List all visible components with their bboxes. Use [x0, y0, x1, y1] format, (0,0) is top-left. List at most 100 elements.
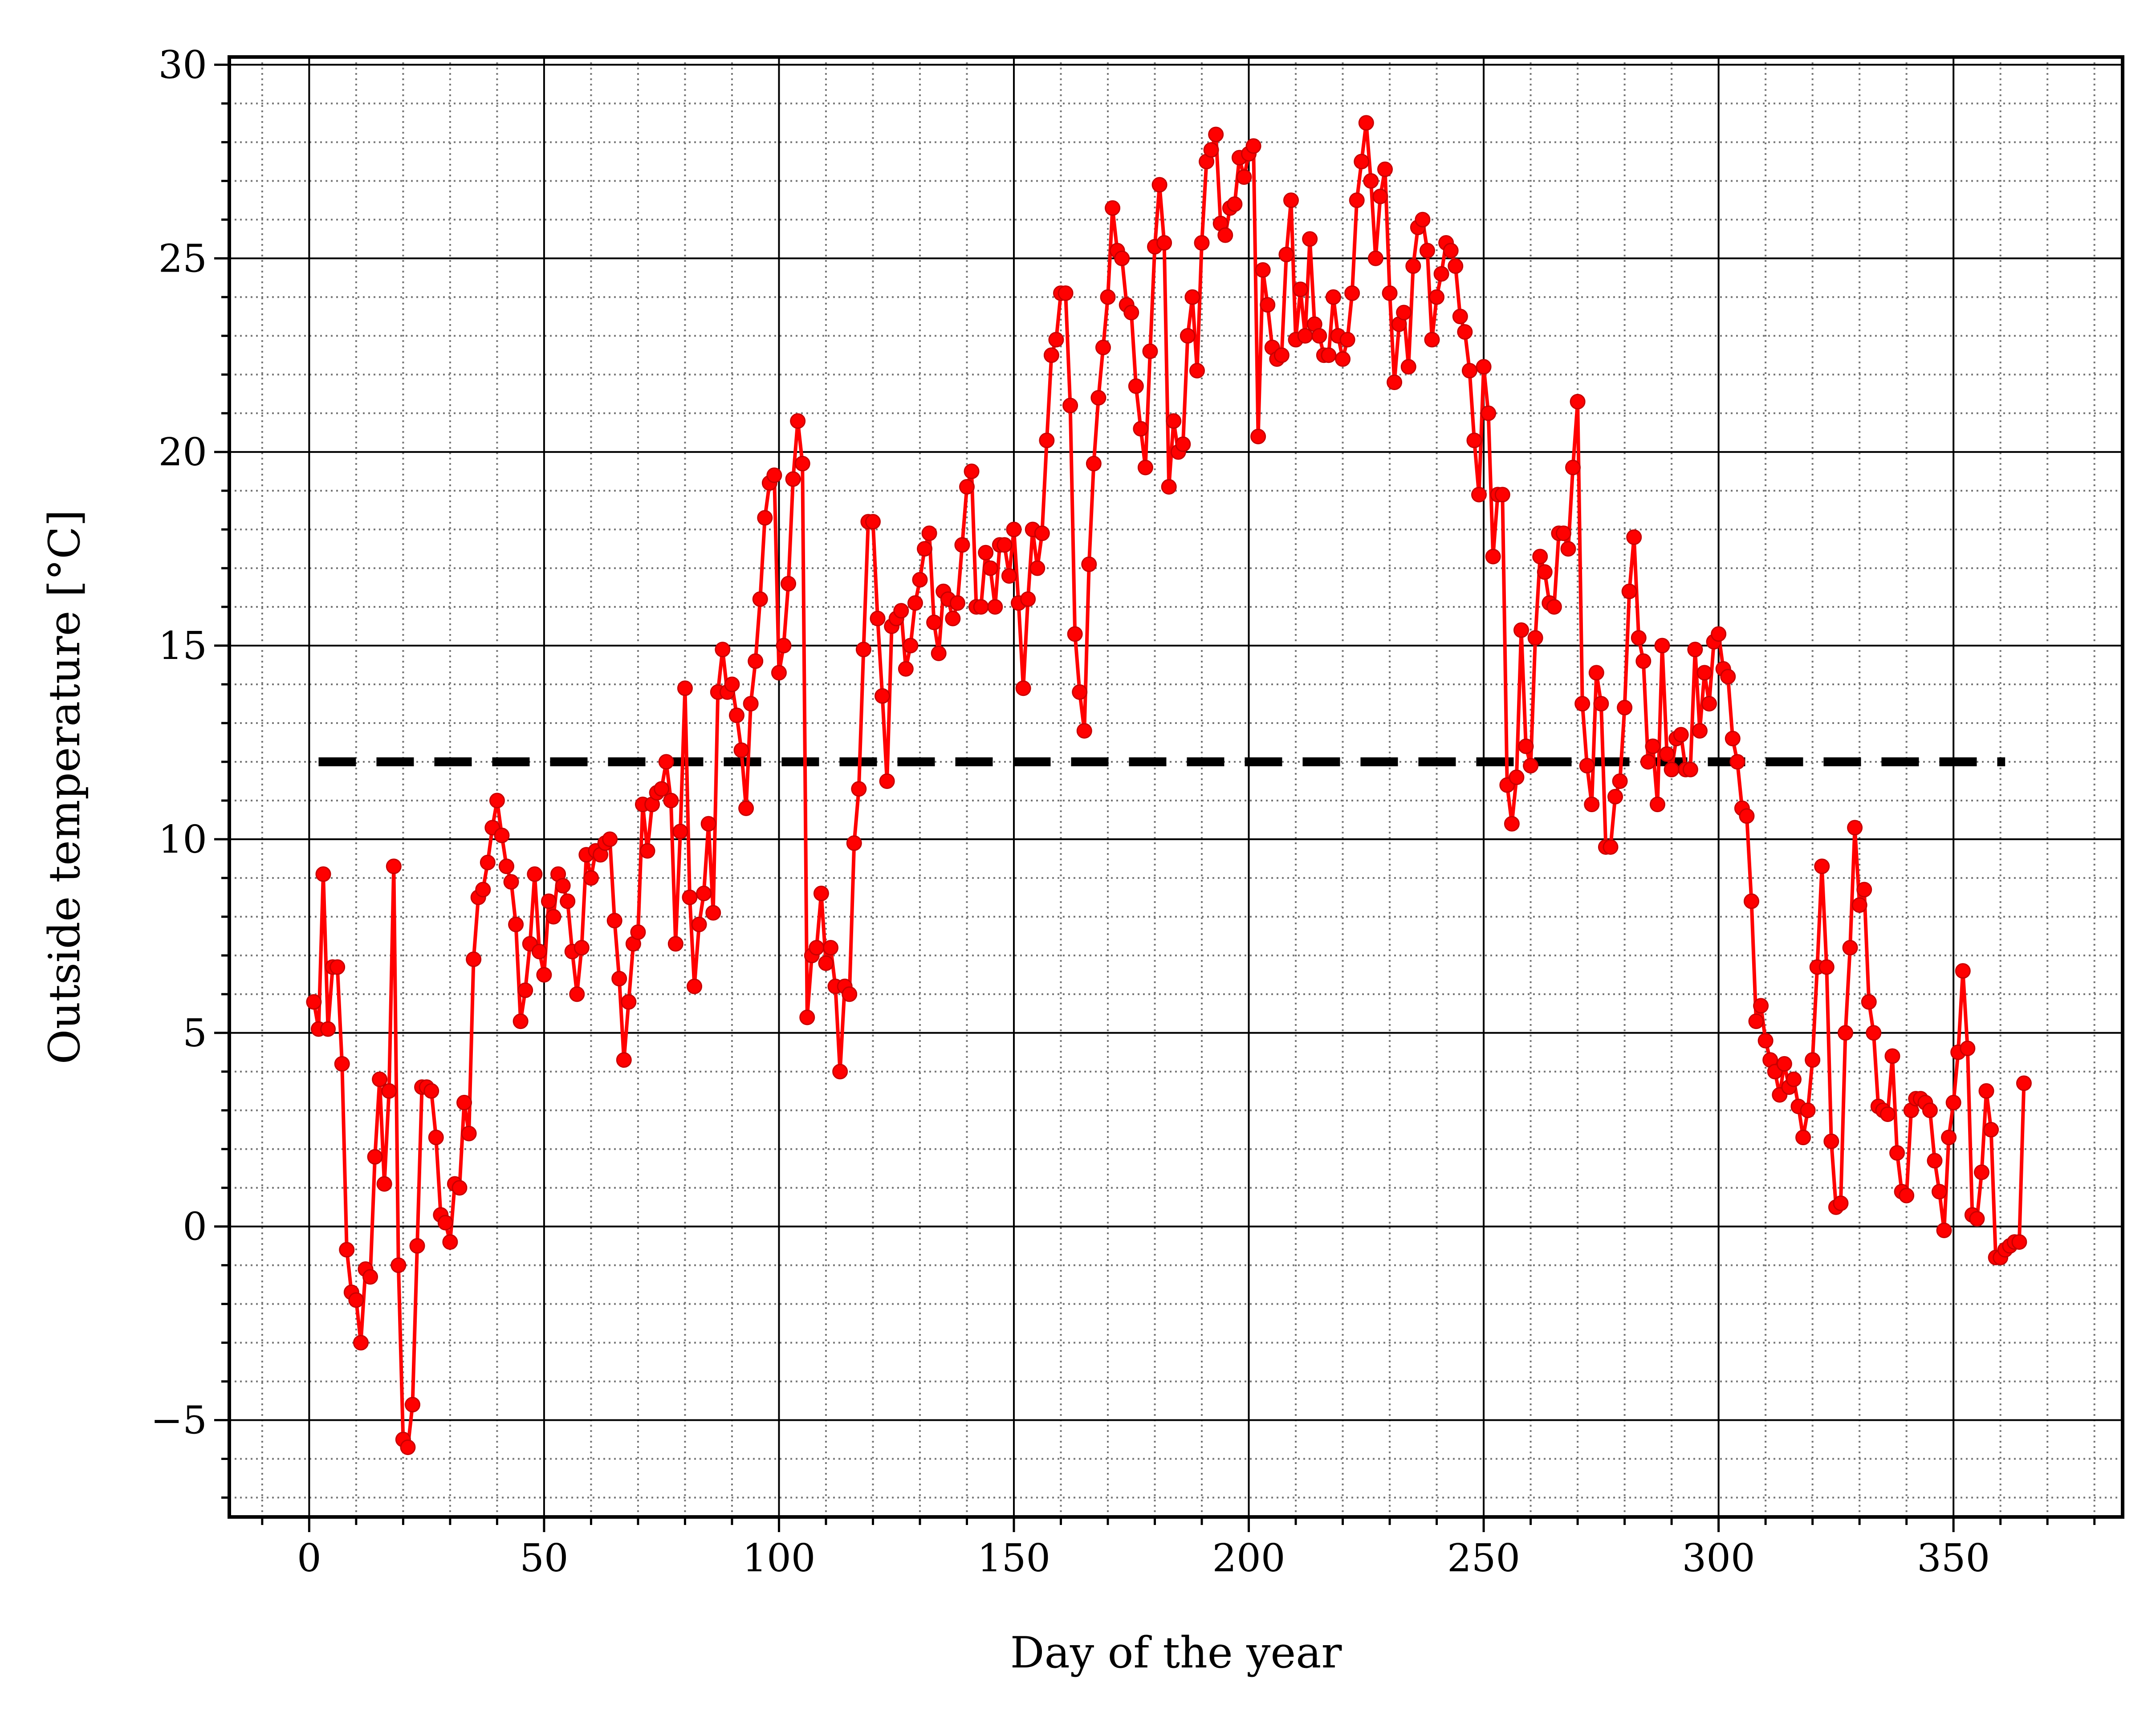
y-tick-label: 5 [183, 1011, 207, 1056]
data-point [1105, 200, 1121, 216]
data-point [1048, 332, 1064, 348]
data-point [875, 688, 891, 704]
y-tick-label: 0 [183, 1205, 207, 1249]
data-point [1866, 1025, 1882, 1041]
data-point [818, 955, 834, 971]
data-point [964, 464, 980, 480]
data-point [555, 878, 571, 894]
data-point [987, 599, 1003, 615]
data-point [1574, 696, 1591, 712]
data-point [1927, 1153, 1943, 1169]
data-point [1607, 789, 1623, 805]
data-point [1513, 622, 1529, 638]
x-tick-label: 250 [1447, 1536, 1520, 1581]
data-point [1095, 339, 1111, 355]
data-point [1635, 653, 1652, 669]
data-point [1518, 738, 1534, 754]
data-point [1837, 1025, 1853, 1041]
data-point [1260, 297, 1276, 313]
data-point [1701, 696, 1717, 712]
data-point [1932, 1183, 1948, 1199]
data-point [475, 882, 491, 898]
data-point [437, 1215, 453, 1231]
data-point [541, 893, 557, 909]
data-point [404, 1397, 420, 1413]
data-point [1344, 285, 1360, 301]
data-point [1955, 963, 1971, 979]
data-point [973, 599, 989, 615]
data-point [1076, 723, 1092, 739]
data-point [1311, 328, 1327, 344]
data-point [687, 978, 703, 994]
data-point [832, 1064, 848, 1080]
data-point [1283, 192, 1299, 208]
data-point [781, 576, 797, 592]
data-point [348, 1292, 364, 1308]
data-point [672, 824, 688, 840]
data-point [1532, 549, 1548, 565]
data-point [1795, 1130, 1811, 1146]
data-point [545, 909, 561, 925]
data-point [1043, 347, 1059, 363]
data-point [893, 603, 909, 619]
data-point [1067, 626, 1083, 642]
data-point [1184, 289, 1200, 305]
data-point [1358, 115, 1374, 131]
data-point [1424, 332, 1440, 348]
data-point [1255, 262, 1271, 278]
data-point [1151, 177, 1167, 193]
data-point [1593, 696, 1609, 712]
data-point [1166, 413, 1182, 429]
data-point [917, 541, 933, 557]
data-point [1945, 1094, 1961, 1110]
data-point [1400, 359, 1416, 375]
data-point [527, 866, 543, 882]
data-point [851, 781, 867, 797]
data-point [1029, 560, 1045, 576]
data-point [1692, 723, 1708, 739]
data-point [799, 1009, 815, 1025]
data-point [715, 642, 731, 658]
data-point [391, 1257, 407, 1273]
data-point [691, 916, 707, 932]
data-point [654, 781, 670, 797]
data-point [1626, 529, 1642, 545]
data-point [1217, 227, 1233, 243]
data-point [1879, 1106, 1896, 1122]
data-point [1297, 328, 1313, 344]
data-point [1072, 684, 1088, 700]
data-point [536, 967, 552, 983]
data-point [569, 986, 585, 1002]
data-point [1899, 1187, 1915, 1204]
data-point [1631, 630, 1647, 646]
data-point [1485, 549, 1501, 565]
data-point [1523, 758, 1539, 774]
data-point [903, 638, 919, 654]
data-point [1133, 421, 1149, 437]
data-point [1687, 642, 1703, 658]
data-point [1973, 1164, 1989, 1180]
data-point [1372, 188, 1388, 204]
data-point [921, 525, 937, 541]
data-point [428, 1130, 444, 1146]
data-point [785, 471, 801, 487]
data-point [663, 793, 679, 809]
plot-frame [228, 55, 2124, 1519]
data-point [1175, 436, 1191, 452]
data-point [1278, 247, 1294, 263]
data-point [700, 816, 716, 832]
data-point [2016, 1075, 2032, 1091]
temperature-line [312, 121, 2026, 1449]
major-grid [229, 57, 2123, 1517]
data-point [1640, 754, 1656, 770]
data-point [1114, 250, 1130, 266]
data-point [1034, 525, 1050, 541]
data-point [1058, 285, 1074, 301]
data-point [842, 986, 858, 1002]
data-point [1419, 243, 1435, 259]
data-point [452, 1180, 468, 1196]
data-point [1978, 1083, 1994, 1099]
data-point [1128, 378, 1144, 394]
data-point [362, 1269, 378, 1285]
data-point [1823, 1133, 1839, 1149]
